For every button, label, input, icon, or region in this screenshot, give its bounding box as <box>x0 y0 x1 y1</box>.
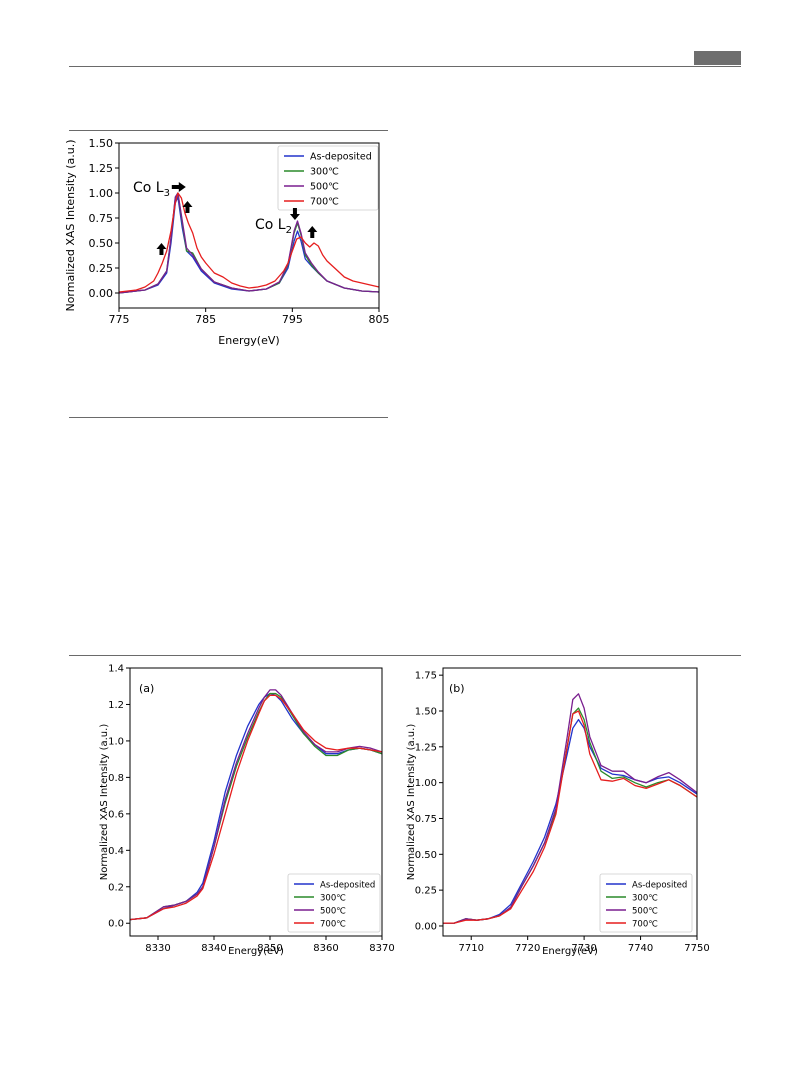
x-tick-label: 8340 <box>201 943 226 954</box>
y-tick-label: 0.00 <box>89 287 114 300</box>
x-tick-label: 8330 <box>145 943 170 954</box>
legend-label: 300℃ <box>310 167 339 178</box>
y-tick-label: 0.25 <box>415 886 437 897</box>
plot-frame <box>442 667 698 937</box>
x-tick-label: 8350 <box>257 943 282 954</box>
header-page-tab <box>694 51 741 65</box>
y-tick-label: 1.4 <box>108 664 124 675</box>
x-axis-label: Energy(eV) <box>218 334 279 347</box>
legend-label: 700℃ <box>310 197 339 208</box>
y-tick-label: 1.2 <box>108 700 124 711</box>
legend-label: 300℃ <box>632 894 658 904</box>
k-edge-chart-b: 7710 7720 7730 7740 7750 0.00 0.25 0.50 0.75 1.00… <box>406 667 710 957</box>
x-tick-label: 7720 <box>515 943 540 954</box>
x-tick-label: 7740 <box>628 943 653 954</box>
legend-label: 300℃ <box>320 894 346 904</box>
arrow-up-icon <box>156 243 167 255</box>
legend-label: As-deposited <box>320 881 375 891</box>
arrow-right-icon <box>171 182 186 192</box>
co-l-edge-chart: 775 785 795 805 0.00 0.25 0.50 0.75 1.00 1.25 1.50… <box>64 137 390 347</box>
x-tick-label: 8370 <box>369 943 394 954</box>
series-group <box>129 689 383 921</box>
figure-top-rule <box>69 130 388 131</box>
figure-bottom-rule <box>69 417 388 418</box>
y-tick-label: 1.75 <box>415 671 437 682</box>
arrow-down-icon <box>289 208 300 220</box>
series-line-700 <box>443 710 698 924</box>
y-tick-label: 0.25 <box>89 262 114 275</box>
legend-label: 700℃ <box>632 920 658 930</box>
y-tick-label: 0.2 <box>108 882 124 893</box>
co-k-edge-chart-a: 8330 8340 8350 8360 8370 0.0 0.2 0.4 0.6 0.8 1.0 1.… <box>99 664 395 958</box>
y-tick-label: 1.00 <box>89 187 114 200</box>
peak-label-prefix: Co L <box>133 180 164 196</box>
y-axis-label: Normalized XAS Intensity (a.u.) <box>64 139 77 311</box>
y-tick-label: 0.0 <box>108 919 124 930</box>
y-tick-label: 1.25 <box>89 162 114 175</box>
legend-box <box>287 873 381 933</box>
y-tick-label: 0.4 <box>108 846 124 857</box>
x-tick-label: 7730 <box>571 943 596 954</box>
header-rule <box>69 66 741 67</box>
y-tick-label: 0.8 <box>108 773 124 784</box>
x-tick-label: 805 <box>369 313 390 326</box>
x-tick-label: 785 <box>195 313 216 326</box>
plot-frame <box>129 667 383 937</box>
y-tick-label: 1.50 <box>89 137 114 150</box>
peak-label-l3: Co L3 <box>133 180 170 199</box>
y-tick-label: 0.75 <box>89 212 114 225</box>
legend-label: 500℃ <box>310 182 339 193</box>
legend-label: 700℃ <box>320 920 346 930</box>
y-axis-label: Normalized XAS Intensity (a.u.) <box>99 724 110 881</box>
x-tick-label: 8360 <box>313 943 338 954</box>
legend-label: As-deposited <box>310 152 372 163</box>
series-line-500 <box>129 689 383 921</box>
x-tick-label: 795 <box>282 313 303 326</box>
legend-box <box>277 145 379 211</box>
x-axis-label: Energy(eV) <box>542 946 598 957</box>
y-tick-label: 0.50 <box>415 850 437 861</box>
panel-label: (b) <box>449 682 465 695</box>
x-tick-label: 7710 <box>458 943 483 954</box>
y-tick-label: 0.50 <box>89 237 114 250</box>
arrow-up-icon <box>182 201 193 213</box>
plot-frame <box>118 142 380 309</box>
y-tick-label: 0.75 <box>415 814 437 825</box>
y-tick-label: 1.25 <box>415 742 437 753</box>
y-tick-label: 0.6 <box>108 809 124 820</box>
x-tick-label: 7750 <box>684 943 709 954</box>
y-tick-label: 0.00 <box>415 921 437 932</box>
series-line-asdeposited <box>118 196 380 294</box>
series-line-700 <box>118 192 380 293</box>
series-group <box>443 693 698 924</box>
series-group <box>118 192 380 294</box>
x-tick-label: 775 <box>109 313 130 326</box>
legend-label: As-deposited <box>632 881 687 891</box>
y-tick-label: 1.0 <box>108 736 124 747</box>
y-tick-label: 1.00 <box>415 778 437 789</box>
peak-label-subscript: 2 <box>286 225 292 236</box>
legend-label: 500℃ <box>320 907 346 917</box>
legend-label: 500℃ <box>632 907 658 917</box>
section-rule <box>69 655 741 656</box>
y-axis-label: Normalized XAS Intensity (a.u.) <box>406 724 417 881</box>
legend-box <box>599 873 693 933</box>
arrow-up-icon <box>307 226 318 238</box>
peak-label-l2: Co L2 <box>255 217 292 236</box>
peak-label-prefix: Co L <box>255 217 286 233</box>
peak-label-subscript: 3 <box>164 188 170 199</box>
series-line-700 <box>129 694 383 921</box>
x-axis-label: Energy(eV) <box>228 946 284 957</box>
panel-label: (a) <box>139 682 154 695</box>
y-tick-label: 1.50 <box>415 706 437 717</box>
